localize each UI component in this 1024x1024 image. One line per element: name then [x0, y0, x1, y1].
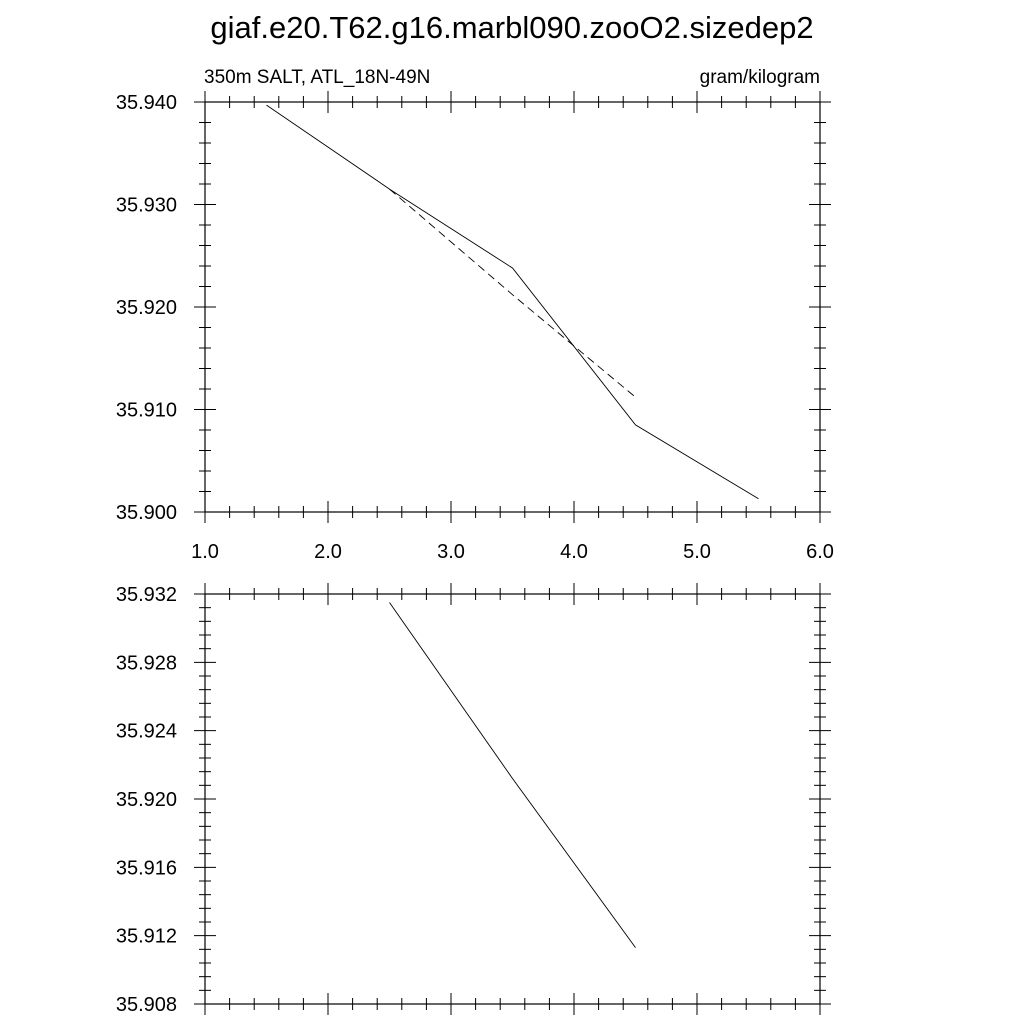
bottom-panel-y-tick-label: 35.928 — [116, 652, 177, 674]
top-panel-x-tick-label: 3.0 — [437, 541, 465, 563]
top-panel-x-tick-label: 6.0 — [806, 541, 834, 563]
bottom-panel-y-tick-label: 35.924 — [116, 721, 177, 743]
panel1-left-label: 350m SALT, ATL_18N-49N — [204, 67, 430, 88]
top-panel-x-tick-label: 1.0 — [191, 541, 219, 563]
bottom-panel-y-tick-label: 35.920 — [116, 789, 177, 811]
top-panel-y-tick-label: 35.930 — [116, 195, 177, 217]
bottom-panel-y-tick-label: 35.912 — [116, 926, 177, 948]
top-panel-y-tick-label: 35.910 — [116, 400, 177, 422]
bottom-panel: 35.908 35.912 35.916 35.920 35.924 35.928 35.9… — [116, 583, 831, 1016]
bottom-panel-frame — [204, 593, 821, 1005]
top-panel-y-tick-label: 35.900 — [116, 502, 177, 524]
bottom-panel-y-tick-label: 35.932 — [116, 584, 177, 606]
top-panel: 1.0 2.0 3.0 4.0 5.0 6.0 35.900 35.910 35.920 35.9… — [116, 91, 834, 563]
bottom-panel-series-solid-line — [389, 602, 636, 948]
top-panel-series-solid-line — [266, 104, 759, 500]
bottom-panel-y-tick-label: 35.908 — [116, 994, 177, 1016]
top-panel-frame — [204, 101, 821, 513]
top-panel-x-tick-label: 5.0 — [683, 541, 711, 563]
panel1-right-label: gram/kilogram — [700, 67, 820, 88]
top-panel-x-tick-label: 2.0 — [314, 541, 342, 563]
top-panel-y-tick-label: 35.920 — [116, 297, 177, 319]
chart-title: giaf.e20.T62.g16.marbl090.zooO2.sizedep2 — [210, 10, 813, 45]
top-panel-y-tick-label: 35.940 — [116, 92, 177, 114]
bottom-panel-y-tick-label: 35.916 — [116, 857, 177, 879]
top-panel-x-tick-label: 4.0 — [560, 541, 588, 563]
top-panel-series-dashed-line — [389, 188, 636, 398]
